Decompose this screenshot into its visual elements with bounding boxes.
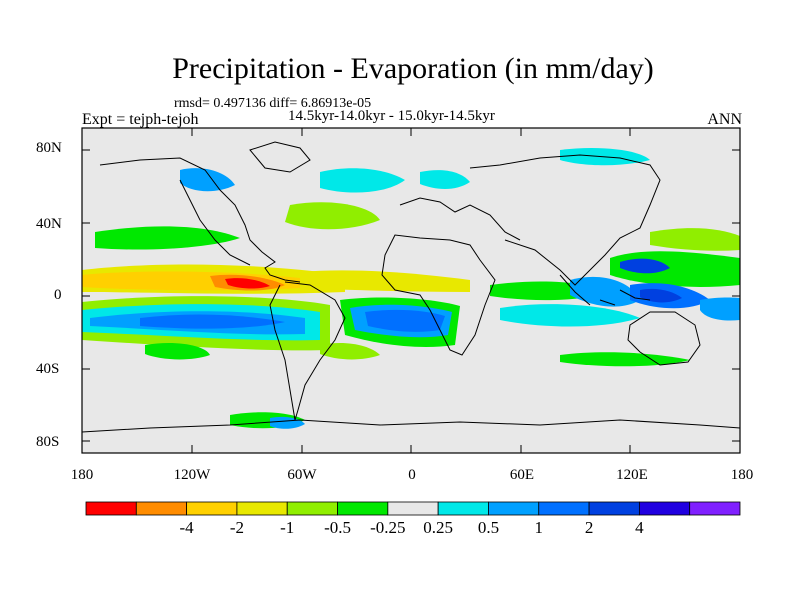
y-tick-80s: 80S [36, 434, 60, 450]
field-band [95, 226, 240, 250]
colorbar-label: 4 [635, 518, 644, 537]
field-band [560, 352, 690, 367]
rmsd-diff-stats: rmsd= 0.497136 diff= 6.86913e-05 [174, 96, 372, 111]
x-tick-0: 0 [408, 467, 416, 483]
x-tick-60e: 60E [509, 467, 535, 483]
y-tick-eq: 0 [54, 287, 62, 303]
colorbar-label: -1 [280, 518, 295, 537]
coastline-south-america-east [284, 281, 346, 421]
y-tick-40n: 40N [36, 216, 62, 232]
x-tick-120w: 120W [173, 467, 211, 483]
field-band [620, 258, 670, 274]
colorbar-box [286, 501, 338, 516]
colorbar-label: 1 [534, 518, 544, 537]
period-subtitle: 14.5kyr-14.0kyr - 15.0kyr-14.5kyr [288, 108, 495, 124]
y-tick-80n: 80N [36, 140, 62, 156]
y-axis-ticks [82, 149, 740, 442]
colorbar-box [135, 501, 188, 516]
x-axis-ticks [81, 128, 741, 453]
field-band [140, 314, 285, 329]
field-band [500, 304, 640, 327]
field-band [225, 278, 270, 289]
colorbar-box [236, 501, 288, 516]
field-band [700, 297, 740, 321]
field-band [300, 270, 470, 292]
colorbar-label: -2 [229, 518, 244, 537]
field-band [145, 343, 210, 360]
coastlines [82, 141, 740, 433]
field-band [365, 309, 445, 332]
colorbar-box [538, 501, 590, 516]
coastline-maritime-continent [559, 274, 651, 306]
field-band [180, 168, 235, 192]
colorbar-box [689, 501, 741, 516]
colorbar-label: 2 [584, 518, 594, 537]
x-tick-180w: 180 [70, 467, 94, 483]
coastline-asia [469, 154, 661, 286]
field-band [320, 168, 405, 193]
x-tick-60w: 60W [287, 467, 317, 483]
colorbar-label: -4 [179, 518, 194, 537]
coastline-greenland [249, 141, 311, 173]
coastline-west-coast [179, 179, 251, 266]
colorbar-box [638, 501, 691, 516]
x-tick-180e: 180 [730, 467, 754, 483]
coastline-north-america [99, 157, 301, 283]
coastline-south-america-west [269, 284, 296, 421]
colorbar-box [588, 501, 640, 516]
experiment-label: Expt = tejph-tejoh [82, 111, 199, 128]
field-band [285, 202, 380, 230]
field-band [650, 228, 740, 251]
colorbar-box [488, 501, 540, 516]
field-band [640, 288, 682, 303]
coastline-antarctica [82, 419, 740, 433]
colorbar-box [437, 501, 489, 516]
colorbar-label: -0.5 [324, 518, 351, 537]
x-tick-120e: 120E [616, 467, 648, 483]
colorbar-label: 0.5 [477, 518, 500, 537]
colorbar-label: 0.25 [423, 518, 454, 537]
field-band [570, 276, 640, 307]
anomaly-field [82, 148, 740, 429]
coastline-europe [399, 197, 521, 241]
y-tick-40s: 40S [36, 361, 60, 377]
field-band [420, 170, 470, 189]
coastline-australia [627, 311, 701, 366]
plot-title: Precipitation - Evaporation (in mm/day) [172, 52, 654, 85]
colorbar-box [85, 501, 137, 516]
colorbar [85, 501, 741, 516]
coastline-africa [381, 234, 496, 356]
colorbar-box [337, 501, 389, 516]
colorbar-box [387, 501, 439, 516]
field-band [320, 343, 380, 360]
colorbar-label: -0.25 [370, 518, 406, 537]
season-label: ANN [707, 111, 742, 128]
colorbar-box [186, 501, 238, 516]
